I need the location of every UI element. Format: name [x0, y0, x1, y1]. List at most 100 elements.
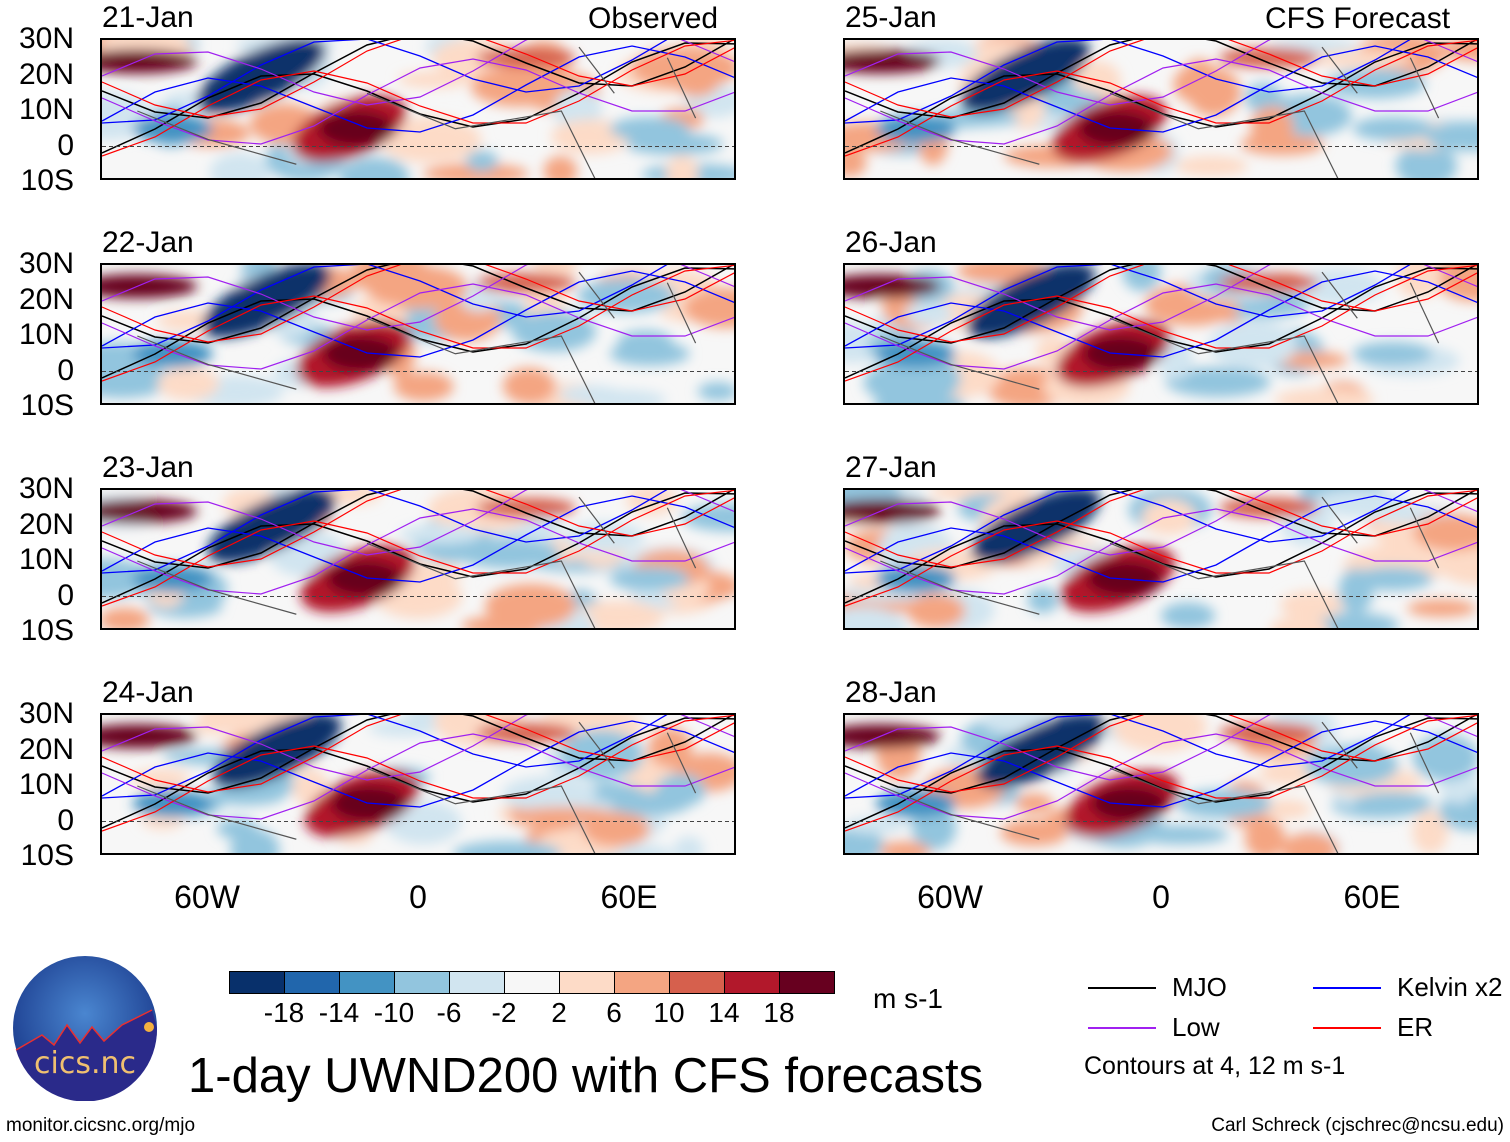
anomaly-blob: [502, 367, 556, 403]
colorbar-label: 2: [551, 997, 567, 1028]
coastlines: [880, 46, 1440, 178]
colorbar-swatch: [339, 971, 395, 994]
anomaly-blob: [1440, 40, 1477, 62]
er-contour: [845, 715, 1477, 793]
anomaly-blob: [157, 367, 220, 401]
anomaly-blob: [1244, 817, 1286, 853]
panel-date: 25-Jan: [845, 1, 937, 34]
lon-tick-label: 60E: [600, 879, 658, 915]
anomaly-blob: [209, 152, 271, 178]
lon-tick-label: 60E: [1343, 879, 1401, 915]
lat-tick-label: 0: [57, 803, 74, 837]
easterly-anomaly: [1352, 566, 1433, 591]
anomaly-blob: [1165, 366, 1271, 397]
colorbar-label: 6: [606, 997, 622, 1028]
legend-label: ER: [1397, 1012, 1434, 1042]
anomaly-blob: [1000, 819, 1069, 847]
coastlines: [880, 271, 1440, 403]
anomaly-blob: [1259, 761, 1316, 785]
coastlines: [137, 46, 697, 178]
colorbar-label: 10: [653, 997, 685, 1028]
kelvin-contour: [845, 720, 1477, 808]
map-panel-23-Jan: [100, 488, 736, 630]
low-contour: [845, 40, 1477, 106]
anomaly-blob: [1412, 809, 1449, 853]
easterly-anomaly: [875, 789, 956, 818]
low-contour: [102, 490, 734, 556]
lat-tick-label: 30N: [18, 22, 74, 55]
lat-tick-label: 10S: [20, 389, 74, 422]
anomaly-blob: [845, 606, 907, 628]
easterly-anomaly: [1352, 116, 1433, 141]
colorbar-label: -14: [318, 997, 360, 1028]
kelvin-contour: [845, 490, 1411, 574]
anomaly-blob: [571, 600, 664, 628]
easterly-anomaly: [609, 791, 690, 816]
map-panel-22-Jan: [100, 263, 736, 405]
kelvin-contour: [102, 495, 734, 583]
kelvin-contour: [102, 490, 668, 574]
anomaly-blob: [102, 558, 153, 599]
observed-label: Observed: [588, 2, 719, 35]
panel-date: 28-Jan: [845, 676, 937, 709]
anomaly-blob: [1407, 599, 1477, 618]
anomaly-blob: [1015, 793, 1054, 814]
colorbar-swatch: [669, 971, 725, 994]
figure-title: 1-day UWND200 with CFS forecasts: [188, 1049, 984, 1103]
er-contour: [102, 715, 734, 793]
anomaly-blob: [1304, 744, 1399, 786]
kelvin-contour: [845, 270, 1477, 358]
anomaly-blob: [1270, 615, 1329, 628]
easterly-anomaly: [875, 339, 956, 368]
anomaly-blob: [452, 840, 562, 853]
easterly-anomaly: [875, 564, 956, 593]
anomaly-blob: [432, 40, 520, 78]
colorbar-swatch: [504, 971, 560, 994]
coastlines: [880, 721, 1440, 853]
anomaly-blob: [582, 811, 650, 847]
er-contour: [102, 265, 734, 382]
er-contour: [845, 40, 1477, 157]
colorbar-units: m s-1: [873, 983, 943, 1014]
coastlines: [137, 496, 697, 628]
map-panel-25-Jan: [843, 38, 1479, 180]
lat-tick-label: 10S: [20, 839, 74, 872]
westerly-anomaly: [1219, 497, 1319, 518]
forecast-label: CFS Forecast: [1265, 2, 1451, 35]
kelvin-contour: [102, 45, 734, 133]
legend-line-1: [1313, 987, 1381, 989]
colorbar-label: -6: [436, 997, 462, 1028]
low-contour: [102, 40, 734, 106]
easterly-anomaly: [1352, 791, 1433, 816]
low-contour: [102, 715, 734, 781]
colorbar-swatch: [284, 971, 340, 994]
anomaly-blob: [1279, 590, 1344, 619]
anomaly-blob: [879, 841, 931, 853]
westerly-anomaly: [845, 274, 941, 299]
er-contour: [102, 40, 734, 118]
er-contour: [845, 265, 1477, 343]
anomaly-blob: [102, 364, 170, 399]
anomaly-blob: [673, 836, 704, 853]
map-panel-26-Jan: [843, 263, 1479, 405]
contour-note: Contours at 4, 12 m s-1: [1084, 1052, 1346, 1080]
easterly-anomaly: [132, 114, 213, 143]
colorbar-label: -2: [491, 997, 517, 1028]
anomaly-blob: [929, 109, 1020, 128]
panel-date: 22-Jan: [102, 226, 194, 259]
easterly-anomaly: [1352, 341, 1433, 366]
anomaly-blob: [1261, 799, 1312, 819]
footer-url[interactable]: monitor.cicsnc.org/mjo: [6, 1115, 196, 1136]
colorbar-label: 18: [763, 997, 795, 1028]
westerly-core: [318, 110, 395, 147]
panel-date: 27-Jan: [845, 451, 937, 484]
anomaly-blob: [368, 719, 439, 737]
anomaly-blob: [1433, 265, 1477, 302]
lat-tick-label: 0: [57, 578, 74, 612]
anomaly-blob: [1281, 832, 1338, 853]
westerly-anomaly: [476, 272, 576, 293]
anomaly-blob: [683, 287, 734, 329]
westerly-anomaly: [845, 49, 941, 74]
er-contour: [845, 490, 1477, 568]
anomaly-blob: [697, 382, 734, 401]
